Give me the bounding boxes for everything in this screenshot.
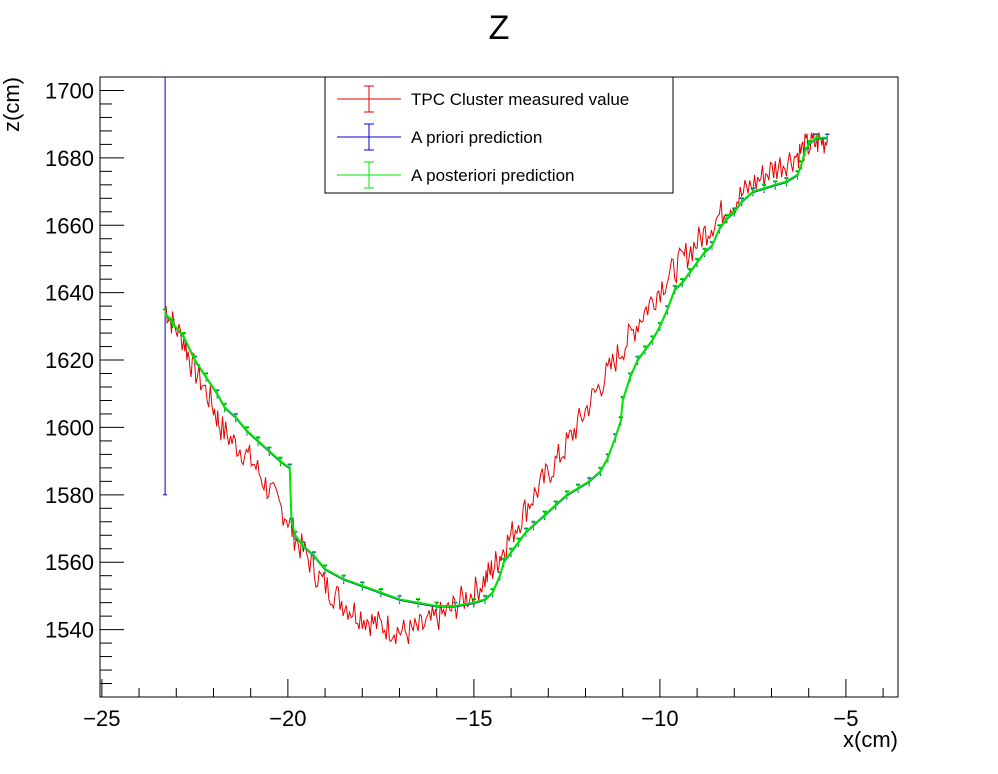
x-tick-label: −5 [833, 706, 858, 731]
y-tick-label: 1640 [45, 281, 94, 306]
x-tick-labels: −25 −20 −15 −10 −5 [83, 706, 858, 731]
legend-entry-aposteriori: A posteriori prediction [337, 161, 574, 189]
x-tick-label: −25 [83, 706, 120, 731]
axis-ticks [100, 76, 884, 697]
y-tick-label: 1560 [45, 550, 94, 575]
x-tick-label: −20 [269, 706, 306, 731]
legend-label-apriori: A priori prediction [411, 128, 542, 147]
x-tick-label: −10 [641, 706, 678, 731]
y-axis-label: z(cm) [0, 77, 24, 132]
legend: TPC Cluster measured value A priori pred… [324, 76, 674, 194]
legend-box [324, 76, 674, 194]
x-axis-label: x(cm) [843, 727, 898, 752]
y-tick-label: 1620 [45, 348, 94, 373]
legend-entry-apriori: A priori prediction [337, 123, 542, 151]
legend-label-aposteriori: A posteriori prediction [411, 166, 574, 185]
series-aposteriori-line [164, 136, 828, 607]
y-tick-label: 1580 [45, 483, 94, 508]
legend-label-measured: TPC Cluster measured value [411, 90, 629, 109]
y-tick-label: 1660 [45, 213, 94, 238]
y-tick-label: 1540 [45, 618, 94, 643]
plot-area [163, 77, 830, 645]
y-tick-label: 1600 [45, 415, 94, 440]
legend-entry-measured: TPC Cluster measured value [337, 85, 629, 113]
series-measured-line [164, 132, 828, 645]
x-tick-label: −15 [455, 706, 492, 731]
y-tick-label: 1700 [45, 78, 94, 103]
y-tick-labels: 1540 1560 1580 1600 1620 1640 1660 1680 1700 [45, 78, 94, 642]
y-tick-label: 1680 [45, 146, 94, 171]
chart-title: Z [489, 9, 510, 47]
